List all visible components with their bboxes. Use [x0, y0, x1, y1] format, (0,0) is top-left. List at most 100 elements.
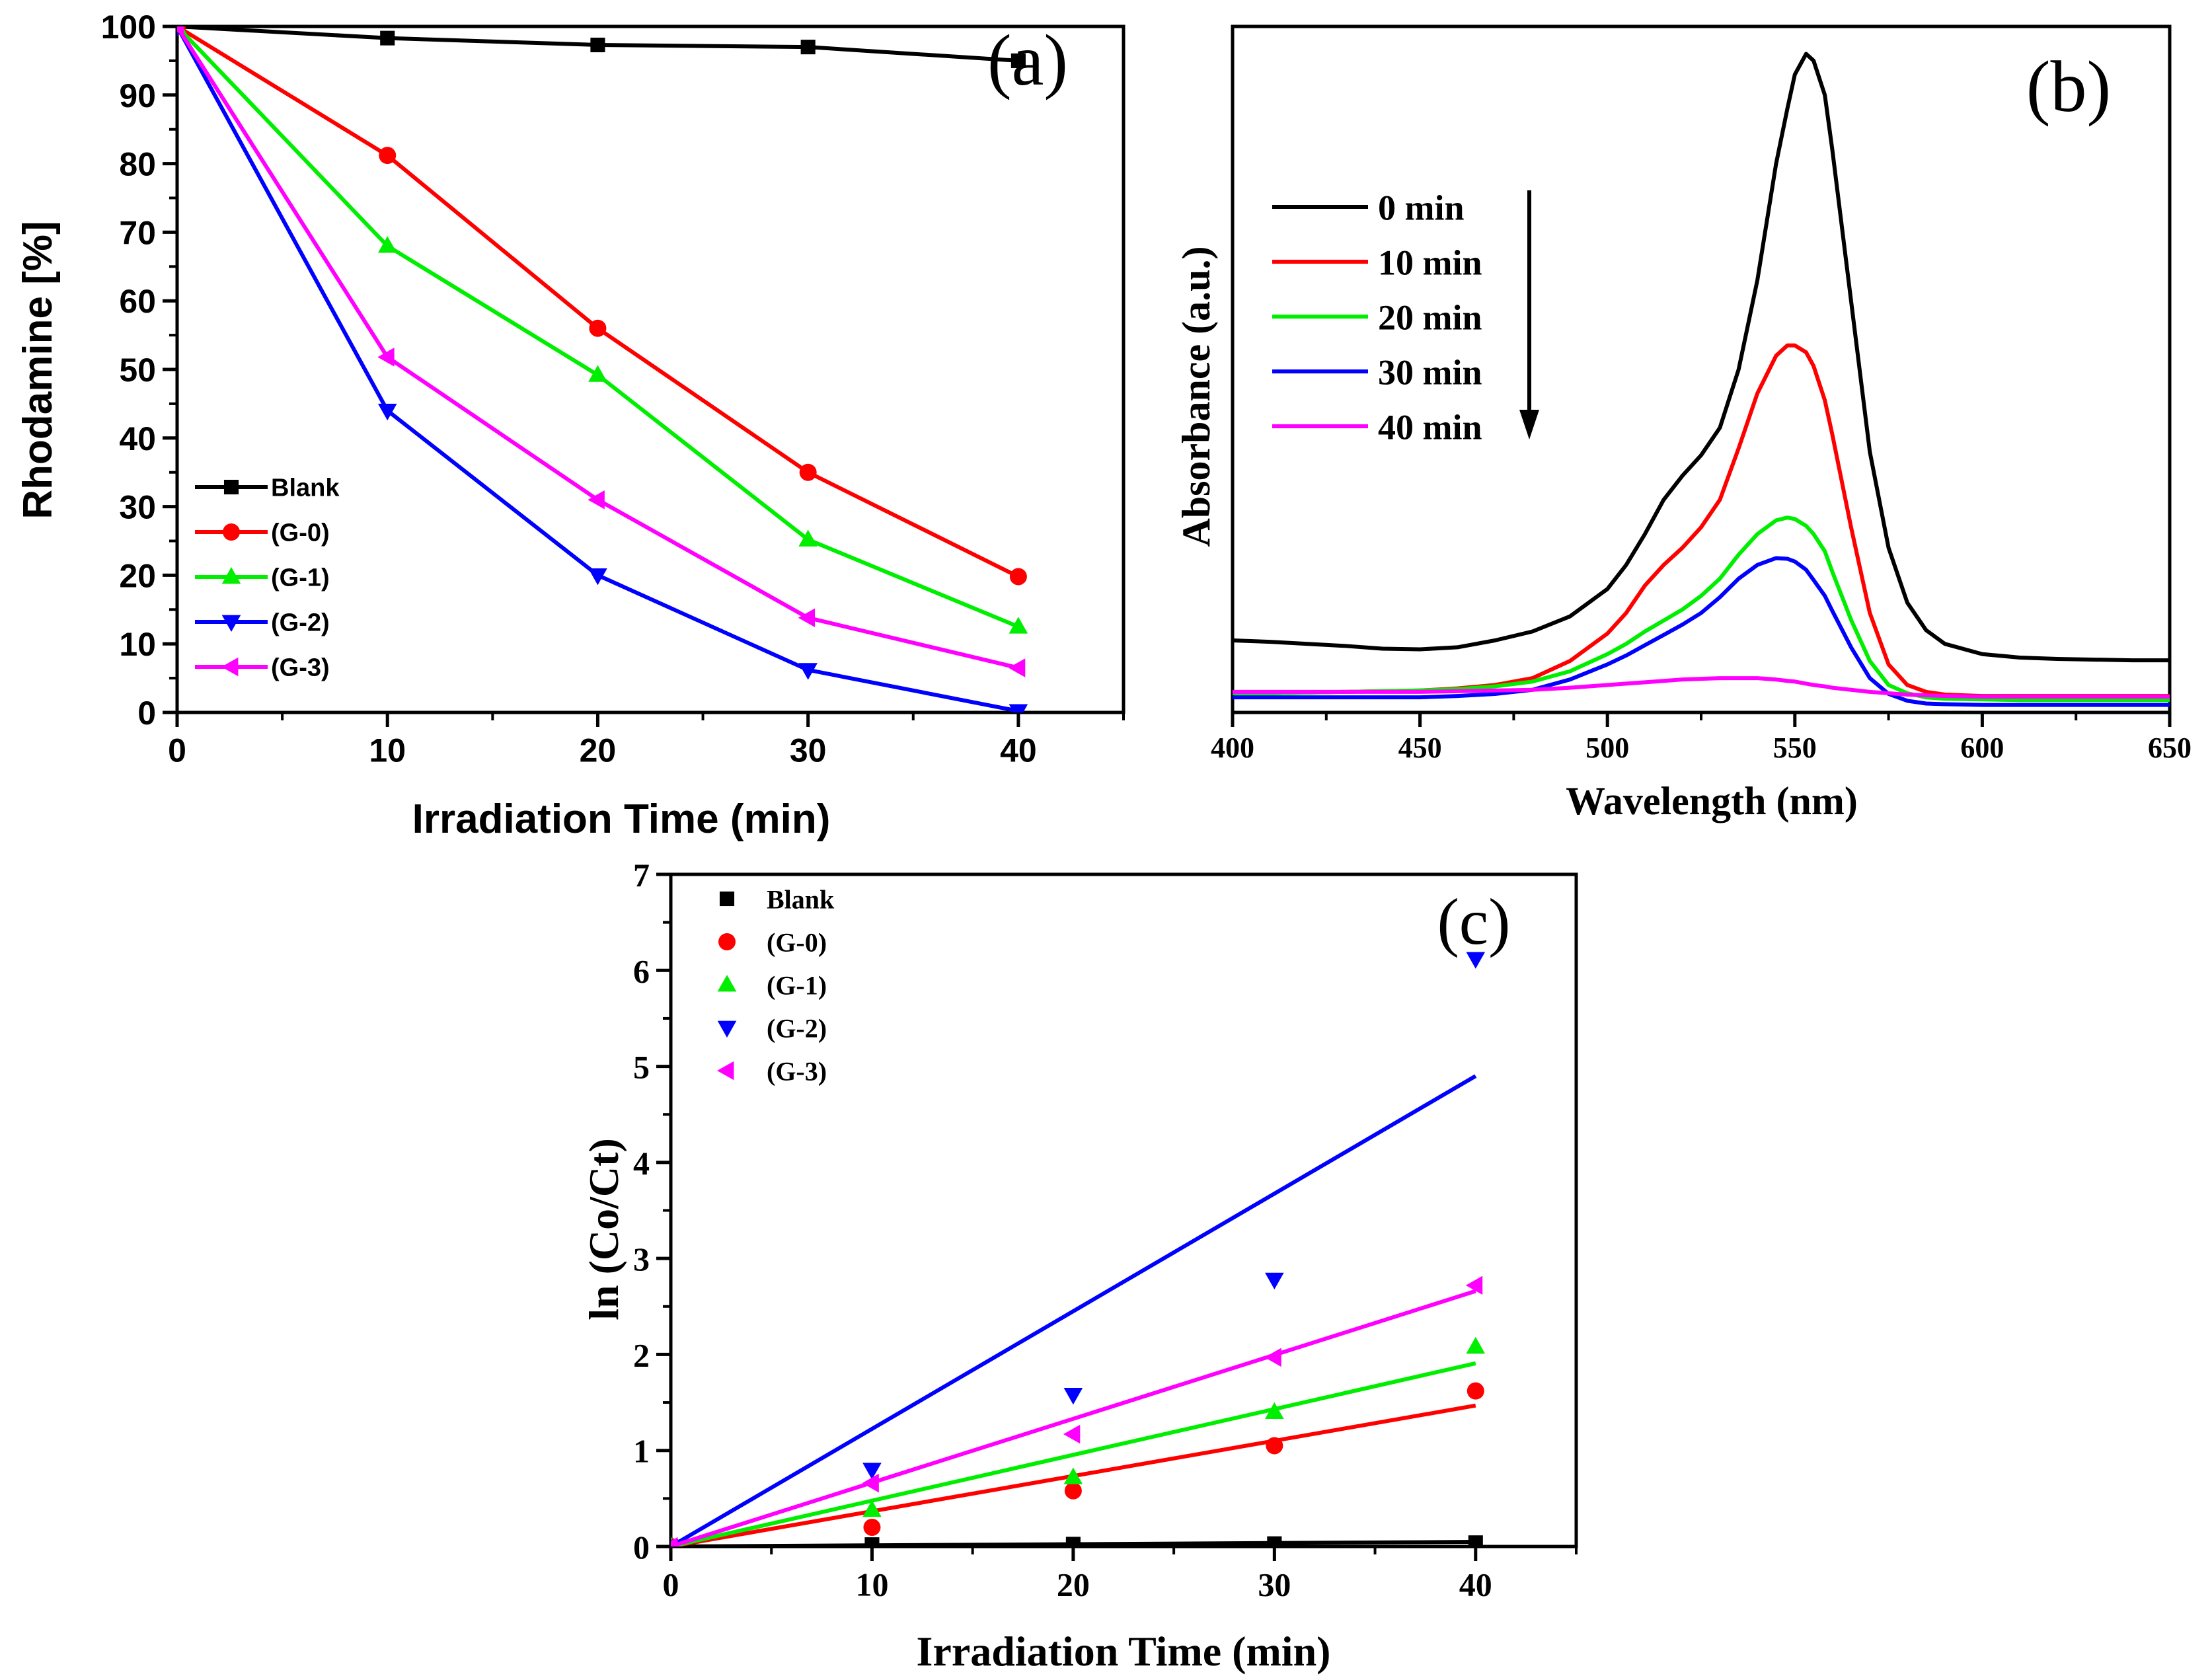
panel-c: 0 10 20 30 40 0 1 2 3 4 5 6 7 Irradiation Time (min) l…	[580, 857, 1578, 1675]
legend-marker	[717, 1020, 737, 1038]
data-point	[1466, 952, 1486, 969]
series-group	[1233, 52, 2170, 707]
y-tick-label: 2	[633, 1336, 650, 1373]
legend-label: (G-2)	[271, 609, 330, 637]
data-point	[1009, 617, 1028, 634]
legend-entry: 10 min	[1272, 243, 1482, 282]
data-point	[380, 30, 395, 46]
x-axis-label: Irradiation Time (min)	[917, 1628, 1331, 1675]
legend-marker	[718, 933, 736, 950]
x-tick-label: 0	[663, 1566, 679, 1603]
data-point	[1265, 1402, 1284, 1419]
x-tick-label: 550	[1773, 732, 1817, 764]
legend-entry: 20 min	[1272, 297, 1482, 337]
series-group	[177, 26, 1028, 712]
data-point	[379, 147, 397, 165]
spectrum-line	[1233, 343, 2170, 699]
panel-b: 400 450 500 550 600 650 Wavelength (nm) Absorba…	[1174, 24, 2192, 823]
data-point	[1009, 568, 1027, 586]
legend-entry: Blank	[719, 884, 835, 914]
data-point	[1466, 1336, 1486, 1354]
data-point	[798, 529, 818, 547]
legend-entry: Blank	[195, 475, 340, 502]
x-tick-label: 20	[1057, 1566, 1090, 1603]
data-point	[377, 403, 397, 421]
spectrum-line	[1233, 515, 2170, 703]
legend: Blank (G-0) (G-1) (G-2) (G-3)	[195, 475, 340, 682]
data-point	[1467, 1382, 1484, 1400]
legend-label: 0 min	[1378, 188, 1465, 227]
data-point	[377, 236, 397, 253]
series-10-min	[1233, 343, 2170, 699]
y-tick-label: 6	[633, 952, 650, 989]
y-tick-label: 0	[137, 695, 156, 732]
plot-frame	[1231, 24, 2172, 714]
panel-a: 0 10 20 30 40 0 10 20 30 40 50 60 70 80 90 100 Irradiati…	[15, 9, 1125, 842]
legend-marker	[223, 479, 239, 495]
series--g-3-	[177, 26, 1026, 677]
legend-label: 20 min	[1378, 297, 1482, 337]
data-point	[1266, 1437, 1283, 1455]
fit-line	[671, 1361, 1476, 1546]
series-40-min	[1233, 676, 2170, 699]
series--g-1-	[671, 1336, 1486, 1546]
spectrum-line	[1233, 676, 2170, 699]
data-point	[1267, 1536, 1282, 1546]
y-tick-label: 40	[119, 420, 156, 457]
data-point	[589, 319, 607, 337]
data-point	[1008, 658, 1026, 677]
legend-marker	[223, 523, 240, 541]
legend-entry: (G-0)	[718, 927, 827, 957]
data-point	[798, 663, 818, 680]
legend-label: 40 min	[1378, 407, 1482, 447]
x-tick-label: 500	[1585, 732, 1629, 764]
x-tick-label: 10	[855, 1566, 888, 1603]
data-point	[798, 608, 816, 628]
data-point	[1465, 1276, 1483, 1295]
fit-line	[671, 1074, 1477, 1546]
data-point	[863, 1518, 881, 1536]
y-axis-label: ln (Co/Ct)	[580, 1138, 627, 1320]
data-point	[1265, 1272, 1284, 1290]
y-tick-label: 50	[119, 352, 156, 389]
data-point	[588, 490, 605, 510]
legend-label: (G-3)	[767, 1056, 827, 1086]
data-point	[1064, 1482, 1082, 1500]
x-tick-label: 40	[1459, 1566, 1492, 1603]
x-tick-label: 10	[369, 732, 406, 769]
data-point	[588, 365, 607, 382]
data-point	[590, 37, 605, 53]
x-tick-label: 450	[1398, 732, 1442, 764]
series-group	[671, 952, 1486, 1546]
y-tick-label: 3	[633, 1241, 650, 1278]
y-tick-label: 100	[101, 9, 156, 46]
series-blank	[671, 1535, 1483, 1546]
legend-entry: (G-2)	[717, 1013, 827, 1043]
spectrum-line	[1233, 52, 2170, 663]
x-tick-label: 650	[2148, 732, 2192, 764]
legend-entry: (G-1)	[717, 970, 827, 1000]
series--g-1-	[177, 26, 1028, 634]
y-axis-ticks: 0 10 20 30 40 50 60 70 80 90 100	[101, 9, 177, 732]
y-tick-label: 70	[119, 214, 156, 251]
data-point	[864, 1537, 880, 1546]
legend-label: (G-3)	[271, 654, 330, 682]
y-tick-label: 90	[119, 77, 156, 114]
y-axis-label: Rhodamine [%]	[15, 221, 61, 519]
legend-marker	[221, 615, 241, 632]
y-tick-label: 7	[633, 857, 650, 894]
legend-entry: (G-0)	[195, 519, 330, 547]
legend-entry: (G-3)	[717, 1056, 827, 1086]
legend-marker	[717, 1061, 734, 1081]
x-axis-ticks: 400 450 500 550 600 650	[1211, 712, 2192, 764]
y-tick-label: 30	[119, 489, 156, 526]
x-axis-ticks: 0 10 20 30 40	[663, 1546, 1578, 1603]
series-0-min	[1233, 52, 2170, 663]
legend-marker	[221, 567, 241, 584]
y-tick-label: 20	[119, 557, 156, 594]
data-point	[799, 463, 817, 481]
x-tick-label: 600	[1960, 732, 2004, 764]
x-tick-label: 0	[168, 732, 186, 769]
y-tick-label: 1	[633, 1433, 650, 1470]
